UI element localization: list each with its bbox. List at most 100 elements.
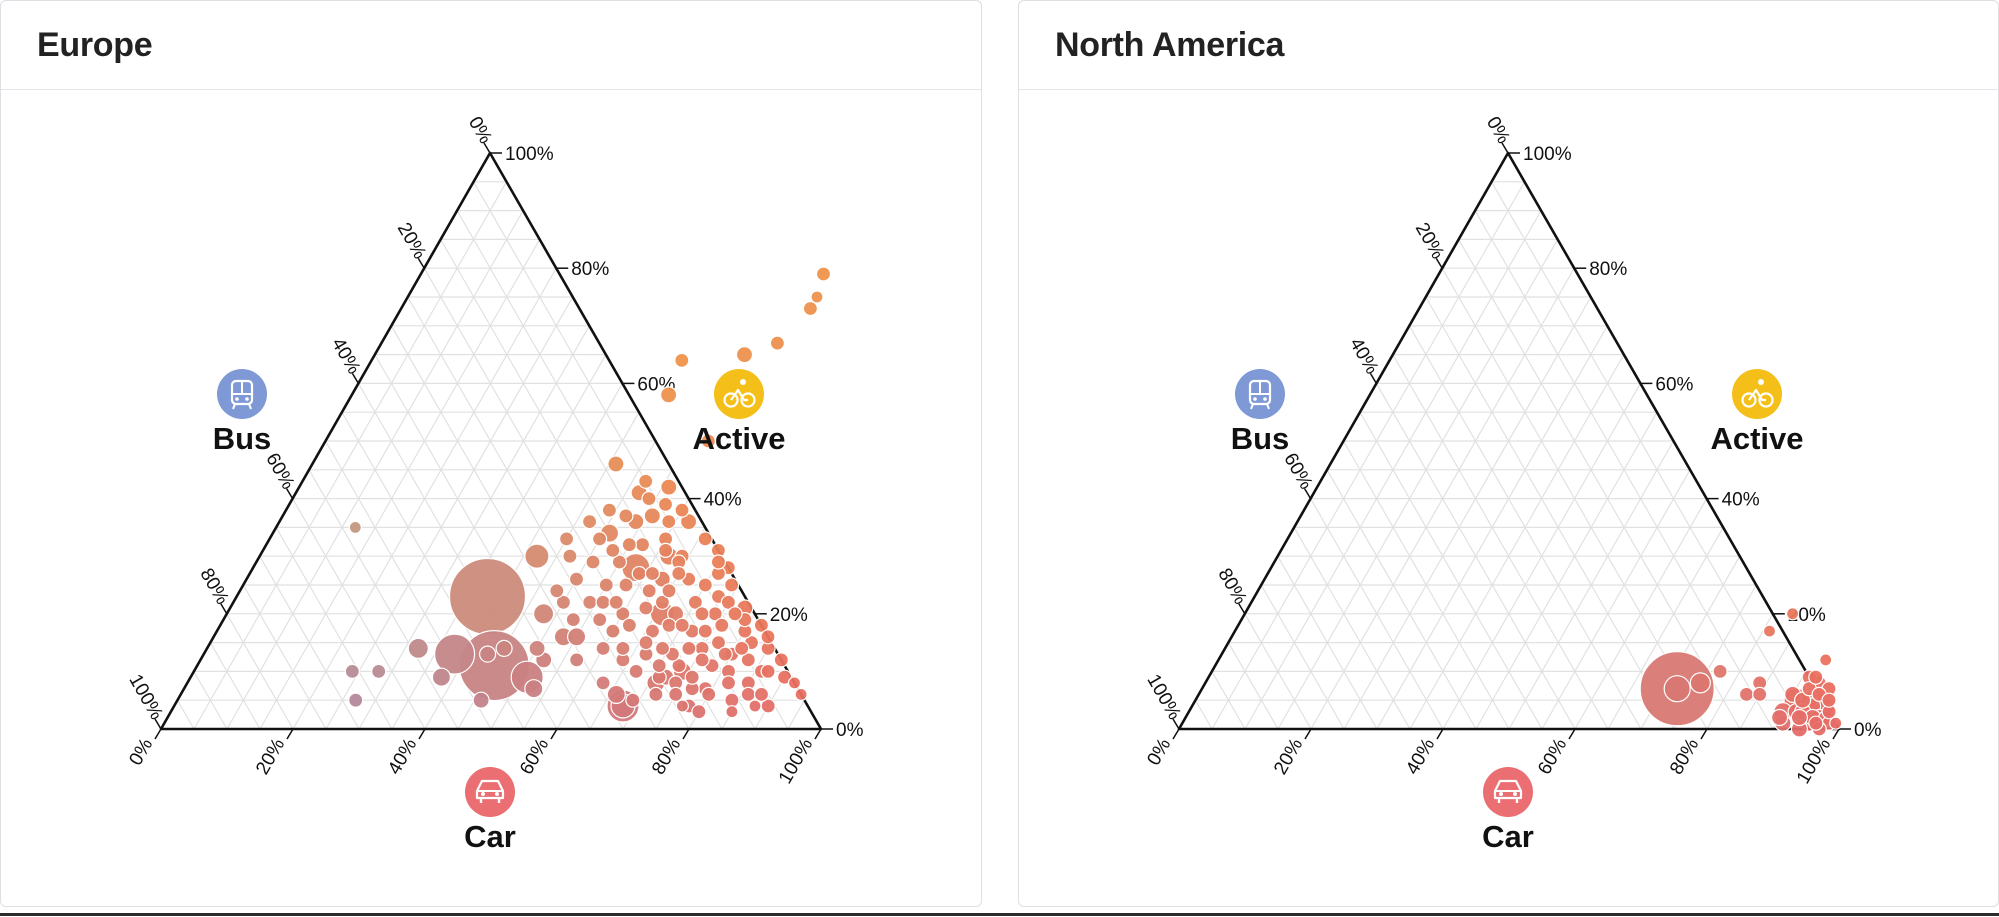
data-point xyxy=(787,676,802,690)
data-point xyxy=(802,300,819,317)
data-point xyxy=(700,433,716,449)
tick-mark xyxy=(154,728,162,740)
active-tick-label: 0% xyxy=(1854,720,1882,741)
data-point xyxy=(1808,715,1824,731)
data-point xyxy=(585,554,601,570)
data-point xyxy=(601,502,618,518)
bike-wheel xyxy=(1741,392,1757,408)
data-point xyxy=(691,704,707,720)
data-point xyxy=(694,652,710,668)
data-point xyxy=(769,335,786,351)
page-bottom-rule xyxy=(0,913,1999,916)
data-point xyxy=(621,617,638,633)
gridline xyxy=(308,469,459,730)
data-point xyxy=(668,686,684,703)
data-point xyxy=(644,623,661,639)
gridline xyxy=(1541,469,1691,730)
data-point xyxy=(431,667,451,687)
gridline xyxy=(1277,239,1559,730)
data-point xyxy=(607,455,625,473)
data-point xyxy=(654,594,671,610)
bus-light xyxy=(235,397,239,401)
data-point xyxy=(582,594,598,610)
data-point xyxy=(448,557,527,636)
data-point xyxy=(608,594,624,610)
data-points xyxy=(344,266,832,723)
data-point xyxy=(740,652,756,668)
gridline xyxy=(1409,354,1625,730)
data-point xyxy=(532,603,555,625)
gridline xyxy=(242,584,327,730)
data-point xyxy=(631,565,647,582)
tick-mark xyxy=(1238,603,1246,615)
gridline xyxy=(1194,699,1213,730)
tick-mark xyxy=(814,728,822,740)
gridline xyxy=(292,498,426,730)
gridline xyxy=(1211,181,1526,730)
gridline xyxy=(193,181,508,730)
tick-mark xyxy=(285,488,294,499)
gridline xyxy=(1227,642,1279,730)
active-tick-label: 40% xyxy=(1722,490,1760,511)
data-point xyxy=(591,531,608,547)
gridline xyxy=(1508,440,1675,730)
data-point xyxy=(628,663,644,680)
data-point xyxy=(714,617,730,633)
data-point xyxy=(725,705,739,719)
icon-badge xyxy=(714,369,764,419)
card-header: Europe xyxy=(1,1,981,90)
bicycle-icon xyxy=(1732,369,1782,419)
data-point xyxy=(1808,669,1824,685)
bus-tick-label: 0% xyxy=(464,113,496,147)
ternary-chart-europe: 0% 20% 40% 60% 80% 100% 0% 20% 40% 60% 80% 100% 0% 20… xyxy=(124,113,863,854)
data-point xyxy=(638,473,654,489)
gridline xyxy=(209,642,261,730)
data-point xyxy=(671,565,687,582)
data-point xyxy=(598,577,614,593)
data-point xyxy=(528,639,546,658)
chart-card-europe: Europe 0% 20% 40% 60% 80% 100% 0% 20% 40% 60% 80% 1… xyxy=(0,0,982,907)
gridline xyxy=(193,671,228,730)
bus-tick-label: 100% xyxy=(124,671,167,724)
data-point xyxy=(569,652,585,668)
gridline xyxy=(1342,440,1510,730)
data-point xyxy=(760,629,776,645)
gridline xyxy=(391,354,607,730)
data-point xyxy=(344,663,360,680)
bus-tick-label: 0% xyxy=(1482,113,1514,147)
gridline xyxy=(1343,296,1592,730)
gridline xyxy=(1574,498,1708,730)
data-point xyxy=(621,537,637,553)
data-point xyxy=(566,627,587,647)
data-point xyxy=(815,266,832,282)
data-point xyxy=(681,640,697,657)
data-point xyxy=(634,537,651,553)
data-point xyxy=(660,478,678,496)
car-tick-label: 40% xyxy=(384,735,421,779)
bicycle-icon xyxy=(714,369,764,419)
data-point xyxy=(710,634,727,651)
tick-mark xyxy=(1436,728,1444,740)
data-point xyxy=(643,507,661,525)
bike-frame xyxy=(1748,388,1766,402)
tick-mark xyxy=(1700,728,1708,740)
bus-tick-label: 100% xyxy=(1142,671,1185,724)
data-point xyxy=(606,684,626,705)
car-axis-label: Car xyxy=(464,819,516,854)
data-point xyxy=(558,531,575,547)
data-point xyxy=(740,686,756,703)
gridline xyxy=(1458,239,1741,730)
tick-mark xyxy=(1369,373,1378,384)
data-point xyxy=(710,554,727,570)
data-point xyxy=(641,583,657,599)
data-point xyxy=(1790,708,1809,727)
gridline xyxy=(226,613,294,730)
data-point xyxy=(651,657,667,674)
gridline xyxy=(1359,411,1543,730)
active-tick-label: 80% xyxy=(571,259,609,280)
tick-mark xyxy=(1172,718,1180,730)
data-point xyxy=(644,565,661,582)
bus-icon xyxy=(1235,369,1285,419)
car-tick-label: 20% xyxy=(1270,735,1307,779)
data-point xyxy=(753,617,770,633)
